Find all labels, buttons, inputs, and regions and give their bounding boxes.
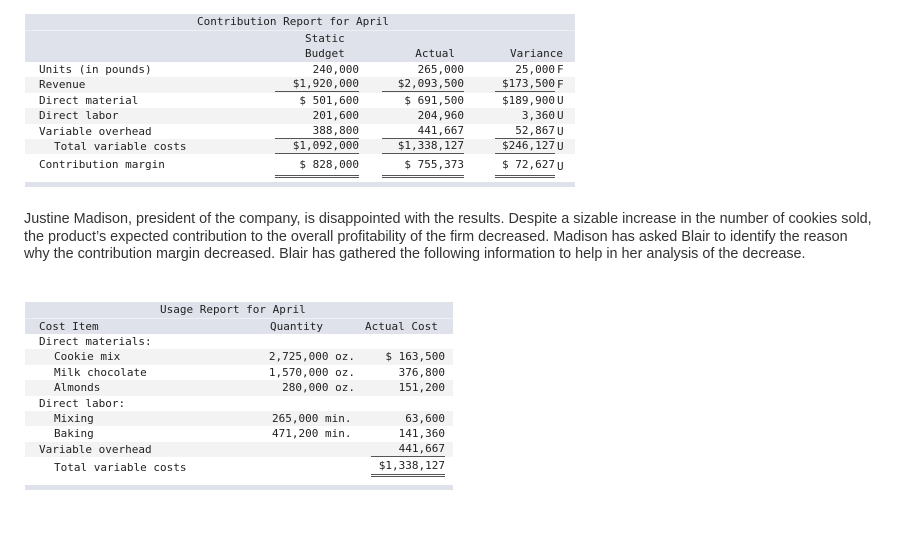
row-label: Units (in pounds) (39, 63, 152, 76)
variance-flag: F (557, 78, 564, 92)
quantity-header: Quantity (270, 320, 323, 333)
quantity-value: 2,725,000 oz. (268, 350, 355, 364)
row-label: Milk chocolate (54, 365, 147, 379)
table-row: Variable overhead 441,667 (25, 441, 453, 458)
budget-value: $1,092,000 (275, 139, 359, 154)
variance-flag: U (557, 160, 564, 174)
variance-value: 52,867 (495, 124, 555, 139)
variance-header: Variance (510, 47, 563, 60)
row-label: Direct material (39, 93, 139, 107)
usage-report-table: Usage Report for April Cost Item Quantit… (25, 302, 453, 481)
row-label: Mixing (54, 411, 94, 425)
cost-value: 441,667 (371, 442, 445, 457)
budget-value: $ 501,600 (299, 93, 359, 107)
row-label: Variable overhead (39, 442, 152, 456)
row-label: Almonds (54, 381, 101, 395)
contribution-report-table: Contribution Report for April Static Bud… (25, 14, 575, 179)
cost-value: 63,600 (405, 411, 445, 425)
usage-header-row: Cost Item Quantity Actual Cost (25, 318, 453, 334)
static-label: Static (305, 32, 345, 45)
table-row: Milk chocolate 1,570,000 oz. 376,800 (25, 365, 453, 380)
row-label: Baking (54, 427, 94, 441)
cost-value: 141,360 (398, 427, 445, 441)
actual-value: $ 755,373 (382, 154, 464, 179)
row-label: Direct labor: (39, 396, 126, 410)
quantity-value: 265,000 min. (272, 411, 352, 425)
cost-item-header: Cost Item (39, 320, 99, 333)
total-cost-value: $1,338,127 (371, 457, 445, 478)
row-label: Direct materials: (39, 335, 152, 348)
table-row: Direct materials: (25, 334, 453, 349)
usage-footer-bar (25, 485, 453, 490)
actual-value: 204,960 (417, 109, 464, 123)
budget-value: $1,920,000 (275, 77, 359, 93)
table-row: Total variable costs $1,092,000 $1,338,1… (25, 138, 575, 155)
variance-flag: U (557, 124, 564, 138)
variance-flag: U (557, 93, 564, 107)
contribution-report-title: Contribution Report for April (197, 15, 390, 28)
actual-value: $2,093,500 (382, 77, 464, 93)
table-row: Almonds 280,000 oz. 151,200 (25, 380, 453, 396)
actual-value: $ 691,500 (404, 93, 464, 107)
table-row: Baking 471,200 min. 141,360 (25, 426, 453, 441)
variance-flag: U (557, 139, 564, 153)
table-row: Mixing 265,000 min. 63,600 (25, 410, 453, 427)
budget-value: $ 828,000 (275, 154, 359, 179)
usage-report-title: Usage Report for April (160, 303, 306, 316)
variance-value: $189,900 (502, 93, 555, 107)
table-row: Units (in pounds) 240,000 265,000 25,000… (25, 62, 575, 77)
table-row: Direct labor: (25, 396, 453, 411)
variance-value: 25,000 (515, 63, 555, 76)
row-label: Total variable costs (54, 461, 187, 475)
budget-value: 388,800 (275, 124, 359, 139)
actual-header: Actual (415, 47, 455, 60)
actual-value: 441,667 (382, 124, 464, 139)
actual-value: $1,338,127 (382, 139, 464, 154)
variance-value: $173,500 (495, 77, 555, 93)
table-row: Revenue $1,920,000 $2,093,500 $173,500 F (25, 77, 575, 93)
actual-cost-header: Actual Cost (365, 320, 438, 333)
actual-value: 265,000 (417, 63, 464, 76)
contribution-title-row: Contribution Report for April (25, 14, 575, 30)
table-row: Contribution margin $ 828,000 $ 755,373 … (25, 154, 575, 179)
cost-value: 376,800 (398, 365, 445, 379)
budget-value: 201,600 (312, 109, 359, 123)
variance-flag: F (557, 63, 564, 76)
table-row: Direct labor 201,600 204,960 3,360 U (25, 108, 575, 124)
table-row: Total variable costs $1,338,127 (25, 457, 453, 481)
description-paragraph: Justine Madison, president of the compan… (24, 211, 872, 262)
variance-flag: U (557, 109, 564, 123)
row-label: Total variable costs (54, 139, 187, 153)
table-row: Direct material $ 501,600 $ 691,500 $189… (25, 93, 575, 108)
row-label: Cookie mix (54, 350, 121, 364)
variance-value: $246,127 (495, 139, 555, 154)
row-label: Revenue (39, 78, 86, 92)
quantity-value: 280,000 oz. (282, 381, 355, 395)
row-label: Contribution margin (39, 158, 165, 172)
usage-title-row: Usage Report for April (25, 302, 453, 318)
table-footer-bar (25, 182, 575, 187)
header-row-2: Budget Actual Variance (25, 46, 575, 62)
quantity-value: 471,200 min. (272, 427, 352, 441)
cost-value: $ 163,500 (385, 350, 445, 364)
cost-value: 151,200 (398, 381, 445, 395)
variance-value: 3,360 (521, 109, 555, 123)
table-row: Variable overhead 388,800 441,667 52,867… (25, 124, 575, 139)
table-row: Cookie mix 2,725,000 oz. $ 163,500 (25, 349, 453, 365)
header-row-1: Static (25, 30, 575, 46)
budget-value: 240,000 (312, 63, 359, 76)
budget-header: Budget (305, 47, 345, 60)
row-label: Variable overhead (39, 124, 152, 138)
quantity-value: 1,570,000 oz. (268, 365, 355, 379)
row-label: Direct labor (39, 109, 119, 123)
variance-value: $ 72,627 (495, 154, 555, 179)
